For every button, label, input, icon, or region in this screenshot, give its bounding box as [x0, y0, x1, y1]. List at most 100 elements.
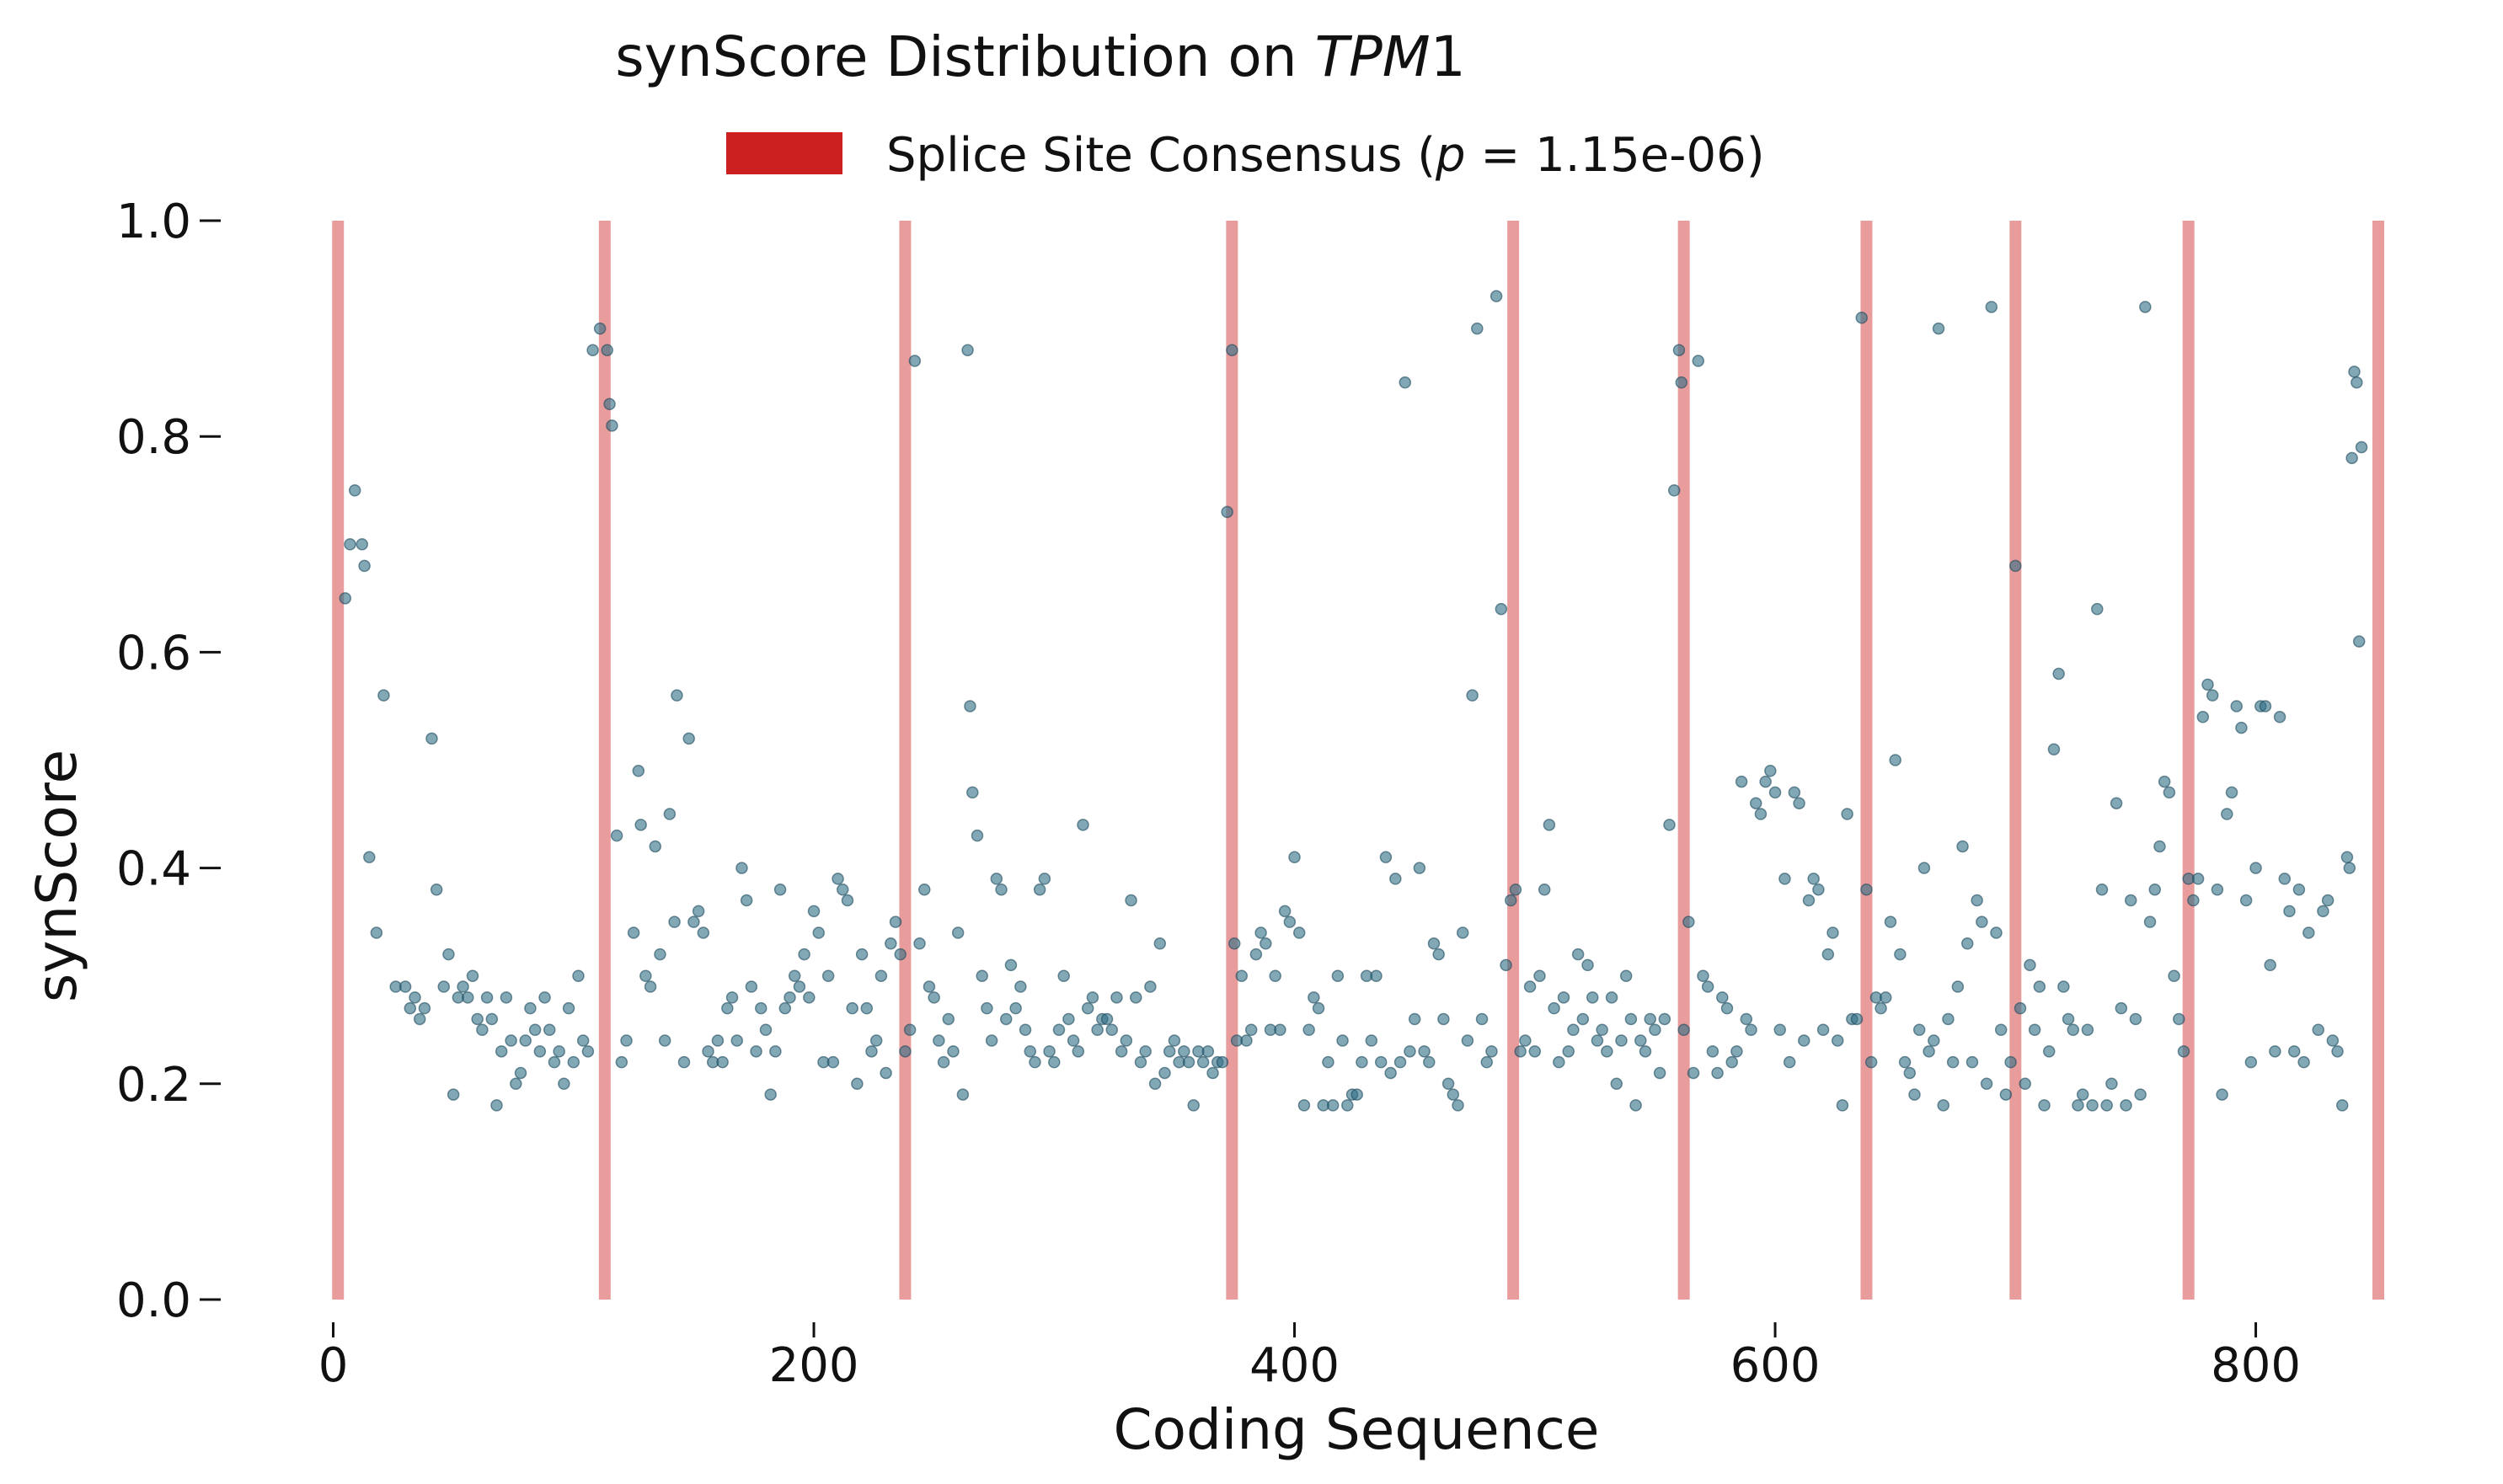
- data-point: [1495, 602, 1508, 616]
- data-point: [1331, 969, 1345, 982]
- data-point: [1985, 301, 1998, 313]
- data-point: [437, 980, 450, 993]
- data-point: [2355, 440, 2368, 454]
- data-point: [1745, 1023, 1757, 1036]
- data-point: [2225, 786, 2238, 799]
- data-point: [1917, 862, 1931, 874]
- data-point: [430, 883, 443, 896]
- data-point: [610, 829, 623, 842]
- data-point: [514, 1066, 527, 1080]
- data-point: [788, 969, 801, 982]
- data-point: [908, 355, 922, 367]
- data-point: [778, 1001, 792, 1015]
- data-point: [644, 980, 657, 993]
- data-point: [1471, 322, 1484, 335]
- data-points: [339, 290, 2368, 1112]
- data-point: [1249, 948, 1263, 961]
- data-point: [903, 1023, 917, 1036]
- data-point: [658, 1034, 671, 1047]
- data-point: [1274, 1023, 1286, 1036]
- data-point: [1658, 1012, 1671, 1026]
- data-point: [889, 915, 902, 928]
- data-point: [1514, 1045, 1527, 1058]
- data-point: [1942, 1012, 1955, 1026]
- data-point: [476, 1023, 489, 1036]
- data-point: [409, 991, 421, 1004]
- data-point: [1466, 689, 1479, 702]
- data-point: [2273, 711, 2286, 723]
- data-point: [841, 894, 854, 907]
- data-point: [2312, 1023, 2324, 1036]
- data-point: [2287, 1045, 2301, 1058]
- data-point: [1077, 819, 1089, 831]
- data-point: [2139, 301, 2152, 313]
- data-point: [1826, 926, 1839, 939]
- data-point: [2249, 862, 2262, 874]
- data-point: [1110, 991, 1123, 1004]
- data-point: [1706, 1045, 1719, 1058]
- data-point: [1759, 775, 1772, 788]
- data-point: [485, 1012, 499, 1026]
- data-point: [615, 1055, 628, 1069]
- data-point: [1254, 926, 1267, 939]
- data-point: [1591, 1034, 1604, 1047]
- data-point: [2115, 1001, 2128, 1015]
- data-point: [2033, 980, 2046, 993]
- data-point: [990, 873, 1003, 885]
- data-point: [1216, 1055, 1229, 1069]
- data-point: [999, 1012, 1013, 1026]
- data-point: [524, 1001, 537, 1015]
- data-point: [923, 980, 936, 993]
- data-point: [1764, 765, 1777, 777]
- data-point: [1990, 926, 2003, 939]
- data-point: [1586, 991, 1599, 1004]
- data-point: [1393, 1055, 1407, 1069]
- data-point: [1730, 1045, 1743, 1058]
- data-point: [2216, 1088, 2228, 1101]
- data-point: [586, 344, 599, 356]
- data-point: [1519, 1034, 1532, 1047]
- data-point: [1456, 926, 1469, 939]
- data-point: [339, 592, 352, 605]
- data-point: [1437, 1012, 1450, 1026]
- data-point: [654, 948, 666, 961]
- data-point: [1014, 980, 1027, 993]
- data-point: [1850, 1012, 1864, 1026]
- data-point: [1292, 926, 1306, 939]
- data-point: [632, 765, 645, 777]
- data-point: [1999, 1088, 2013, 1101]
- data-point: [1615, 1034, 1628, 1047]
- data-point: [721, 1001, 734, 1015]
- data-point: [740, 894, 753, 907]
- data-point: [995, 883, 1008, 896]
- data-point: [533, 1045, 547, 1058]
- data-point: [807, 905, 821, 918]
- data-point: [1004, 958, 1018, 972]
- splice-site-band-9: [2372, 221, 2385, 1300]
- data-point: [2100, 1099, 2113, 1112]
- data-point: [572, 969, 585, 982]
- data-point: [1749, 797, 1762, 809]
- data-point: [2062, 1012, 2075, 1026]
- data-point: [2057, 980, 2070, 993]
- data-point: [976, 969, 988, 982]
- data-point: [1100, 1012, 1114, 1026]
- data-point: [1576, 1012, 1590, 1026]
- data-point: [1461, 1034, 1474, 1047]
- data-point: [505, 1034, 517, 1047]
- data-point: [1105, 1023, 1118, 1036]
- data-point: [1480, 1055, 1493, 1069]
- data-point: [1475, 1012, 1489, 1026]
- data-point: [543, 1023, 556, 1036]
- data-point: [1601, 1045, 1613, 1058]
- data-point: [471, 1012, 484, 1026]
- data-point: [1067, 1034, 1080, 1047]
- data-point: [1773, 1023, 1787, 1036]
- data-point: [687, 915, 700, 928]
- data-point: [1399, 376, 1412, 389]
- data-point: [947, 1045, 960, 1058]
- data-point: [671, 689, 683, 702]
- data-point: [1908, 1088, 1921, 1101]
- data-point: [2047, 743, 2061, 755]
- x-axis-label: Coding Sequence: [1114, 1397, 1600, 1462]
